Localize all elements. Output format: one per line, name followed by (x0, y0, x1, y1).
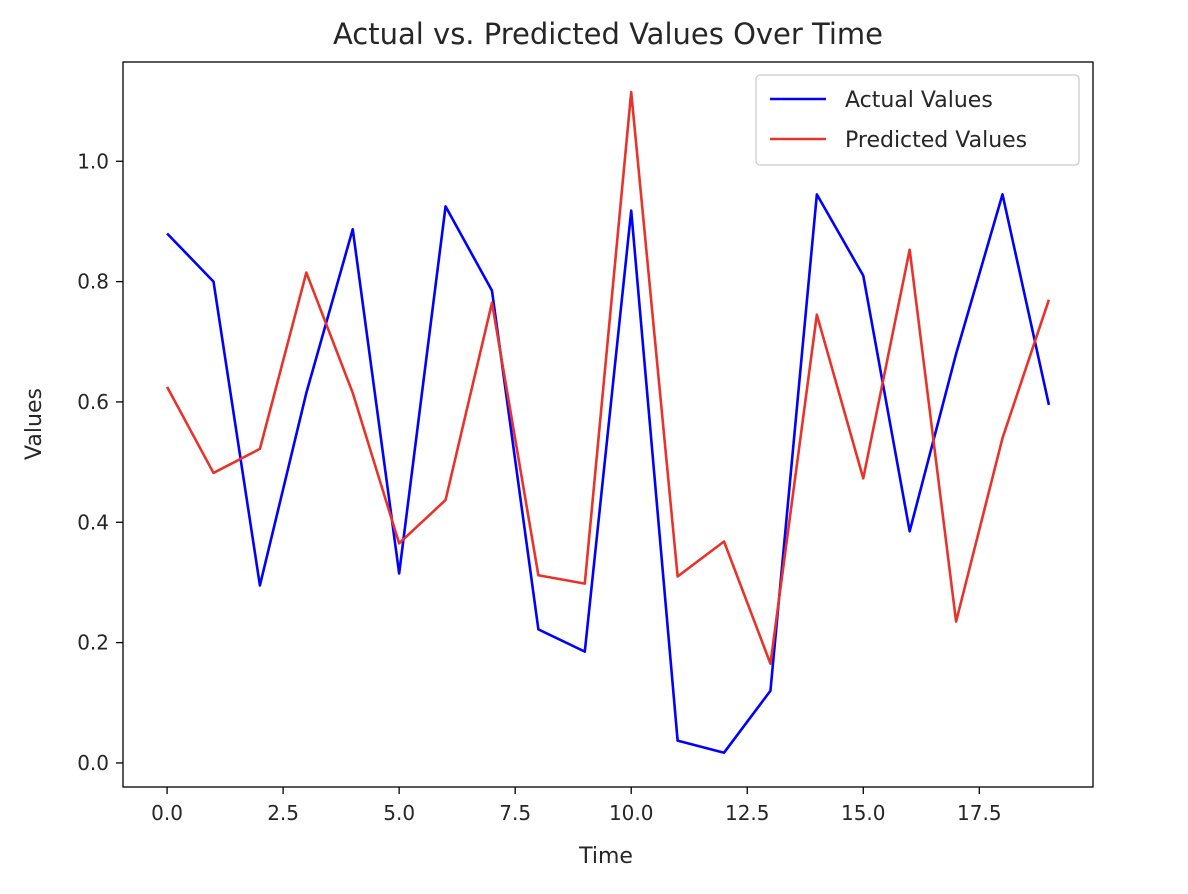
x-axis-label: Time (578, 844, 633, 869)
x-tick-label: 0.0 (151, 801, 183, 825)
legend-label-actual: Actual Values (845, 88, 993, 113)
y-tick-label: 1.0 (77, 149, 109, 173)
x-tick-label: 17.5 (957, 801, 1002, 825)
chart-title: Actual vs. Predicted Values Over Time (333, 17, 883, 51)
x-tick-label: 5.0 (383, 801, 415, 825)
y-tick-label: 0.8 (77, 270, 109, 294)
x-tick-label: 7.5 (499, 801, 531, 825)
plot-frame (122, 61, 1094, 788)
y-tick-label: 0.6 (77, 390, 109, 414)
y-axis-label: Values (22, 388, 47, 460)
y-tick-label: 0.0 (77, 751, 109, 775)
x-tick-label: 2.5 (267, 801, 299, 825)
x-tick-label: 10.0 (609, 801, 654, 825)
legend: Actual Values Predicted Values (755, 74, 1080, 166)
lines-layer (165, 90, 1051, 755)
series-line-actual (166, 193, 1051, 755)
legend-label-predicted: Predicted Values (845, 128, 1027, 153)
series-line-predicted (165, 90, 1051, 665)
y-tick-label: 0.4 (77, 510, 109, 534)
x-tick-label: 15.0 (841, 801, 886, 825)
x-tick-label: 12.5 (725, 801, 770, 825)
y-axis-ticks: 0.0 0.2 0.4 0.6 0.8 1.0 (77, 149, 123, 775)
legend-box (755, 74, 1080, 166)
x-axis-ticks: 0.0 2.5 5.0 7.5 10.0 12.5 15.0 17.5 (151, 787, 1002, 825)
y-tick-label: 0.2 (77, 631, 109, 655)
